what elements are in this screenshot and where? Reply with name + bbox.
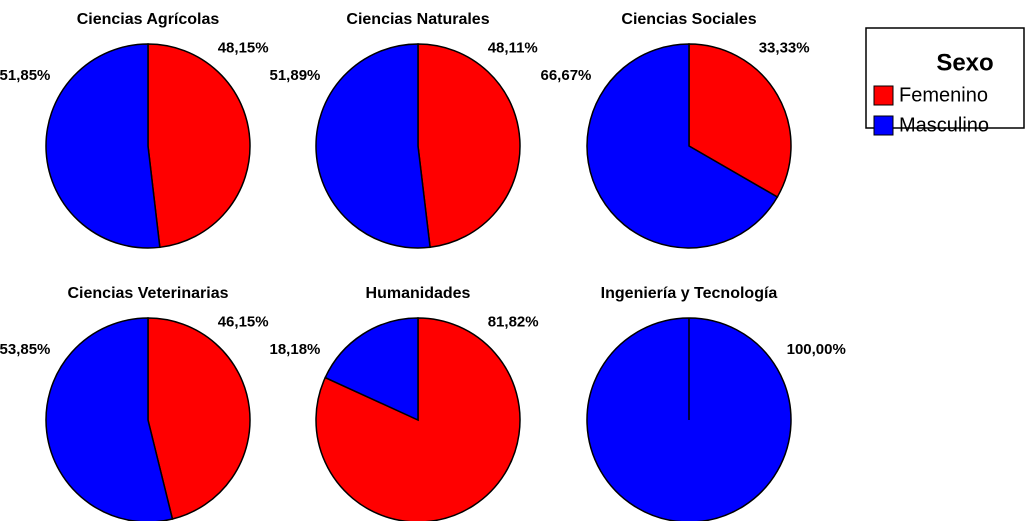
pie-slice [586,317,792,521]
data-label: 48,11% [488,39,538,56]
legend-swatch [873,115,894,136]
legend-swatch [873,85,894,106]
data-label: 100,00% [787,341,846,358]
data-label: 53,85% [0,341,50,358]
chart-title: Ciencias Agrícolas [77,11,220,28]
legend-label: Masculino [899,114,989,136]
chart-title: Ciencias Sociales [621,11,756,28]
chart-title: Humanidades [366,285,471,302]
pie-slice [586,43,779,249]
chart-title: Ciencias Veterinarias [68,285,229,302]
pie-slice [45,317,174,521]
legend-title: Sexo [936,49,993,76]
data-label: 18,18% [270,341,321,358]
chart-title: Ingeniería y Tecnología [601,285,778,302]
data-label: 66,67% [541,67,592,84]
chart-title: Ciencias Naturales [346,11,489,28]
data-label: 81,82% [488,313,539,330]
pie-slice [324,317,419,422]
data-label: 51,85% [0,67,50,84]
legend-box [865,27,1025,129]
pie-slice [417,43,521,249]
legend-label: Femenino [899,84,988,106]
pie-slice [315,43,431,249]
pie-slice [147,317,251,520]
pie-slice [147,43,251,249]
pie-slice [45,43,161,249]
data-label: 48,15% [218,39,269,56]
pie-slice [688,43,792,199]
pie-slice [315,317,521,521]
data-label: 33,33% [759,39,810,56]
data-label: 51,89% [270,67,321,84]
data-label: 46,15% [218,313,269,330]
